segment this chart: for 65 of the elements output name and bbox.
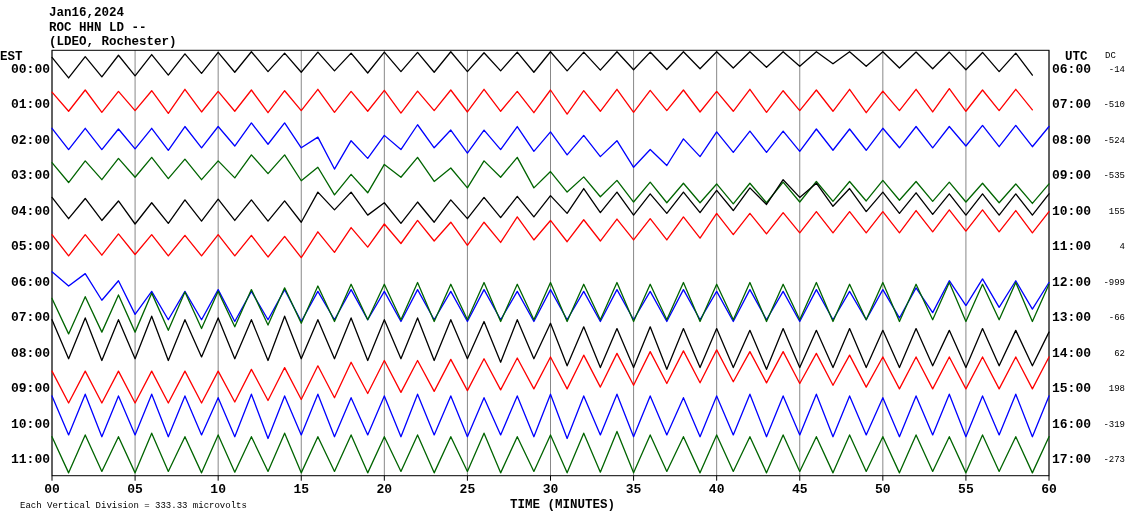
y-tick-label: 03:00 [10, 168, 51, 184]
line-series [51, 430, 1050, 474]
chart-title: Jan16,2024 [49, 6, 125, 20]
text: -66 [1108, 313, 1125, 324]
line-series [51, 393, 1050, 440]
x-tick-label: 20 [376, 481, 393, 497]
text: DC [1105, 51, 1117, 61]
x-tick-label: 00 [44, 481, 60, 497]
y-tick-label: 11:00 [10, 451, 51, 467]
line-series [51, 122, 1050, 170]
line-series [51, 281, 1050, 335]
y2-tick-label: 14:00 [1052, 345, 1092, 361]
y2-tick-label: 06:00 [1052, 62, 1092, 78]
y2-tick-label: 09:00 [1052, 168, 1092, 184]
line-series [51, 349, 1050, 404]
x-tick-label: 30 [542, 481, 559, 497]
x-tick-label: 50 [875, 481, 891, 497]
text: Each Vertical Division = 333.33 microvolts [20, 501, 247, 511]
x-tick-label: 05 [127, 481, 144, 497]
text: -524 [1103, 135, 1125, 146]
x-tick-label: 35 [625, 481, 642, 497]
line-series [51, 209, 1050, 259]
y2-tick-label: 16:00 [1052, 416, 1092, 432]
y-tick-label: 02:00 [10, 132, 51, 148]
y-tick-label: 05:00 [10, 239, 51, 255]
text: -319 [1103, 419, 1125, 430]
x-tick-label: 55 [958, 481, 974, 497]
chart-subtitle: ROC HHN LD -- (LDEO, Rochester) [49, 21, 177, 49]
y-tick-label: 06:00 [10, 274, 51, 290]
text: 4 [1119, 242, 1125, 253]
text: -535 [1103, 171, 1125, 182]
y2-tick-label: 11:00 [1052, 239, 1092, 255]
x-tick-label: 45 [791, 481, 808, 497]
x-axis-title: TIME (MINUTES) [509, 498, 616, 512]
x-tick-label: 25 [459, 481, 476, 497]
y2-tick-label: 15:00 [1052, 381, 1092, 397]
y2-tick-label: 17:00 [1052, 451, 1092, 467]
x-tick-label: 15 [293, 481, 310, 497]
y-tick-label: 01:00 [10, 97, 51, 113]
y2-tick-label: 13:00 [1052, 310, 1092, 326]
text: 198 [1108, 384, 1125, 395]
y-axis-title: EST [0, 50, 23, 64]
text: 155 [1108, 206, 1125, 217]
line-series [51, 87, 1034, 115]
text: -273 [1103, 454, 1125, 465]
text: -999 [1103, 277, 1125, 288]
text: -14 [1108, 65, 1125, 76]
x-tick-label: 10 [210, 481, 227, 497]
line-series [51, 154, 1050, 205]
y-tick-label: 10:00 [10, 416, 51, 432]
y-tick-label: 09:00 [10, 381, 51, 397]
y-tick-label: 08:00 [10, 345, 51, 361]
text: -510 [1103, 100, 1125, 111]
y2-tick-label: 08:00 [1052, 132, 1092, 148]
y2-tick-label: 12:00 [1052, 274, 1092, 290]
line-series [51, 271, 1050, 323]
y2-tick-label: 10:00 [1052, 203, 1092, 219]
x-tick-label: 60 [1041, 481, 1057, 497]
y-tick-label: 04:00 [10, 203, 51, 219]
y-tick-label: 07:00 [10, 310, 51, 326]
y2-tick-label: 07:00 [1052, 97, 1092, 113]
y2-axis-title: UTC [1065, 50, 1088, 64]
text: 62 [1114, 348, 1125, 359]
y-tick-label: 00:00 [10, 62, 51, 78]
x-tick-label: 40 [708, 481, 725, 497]
